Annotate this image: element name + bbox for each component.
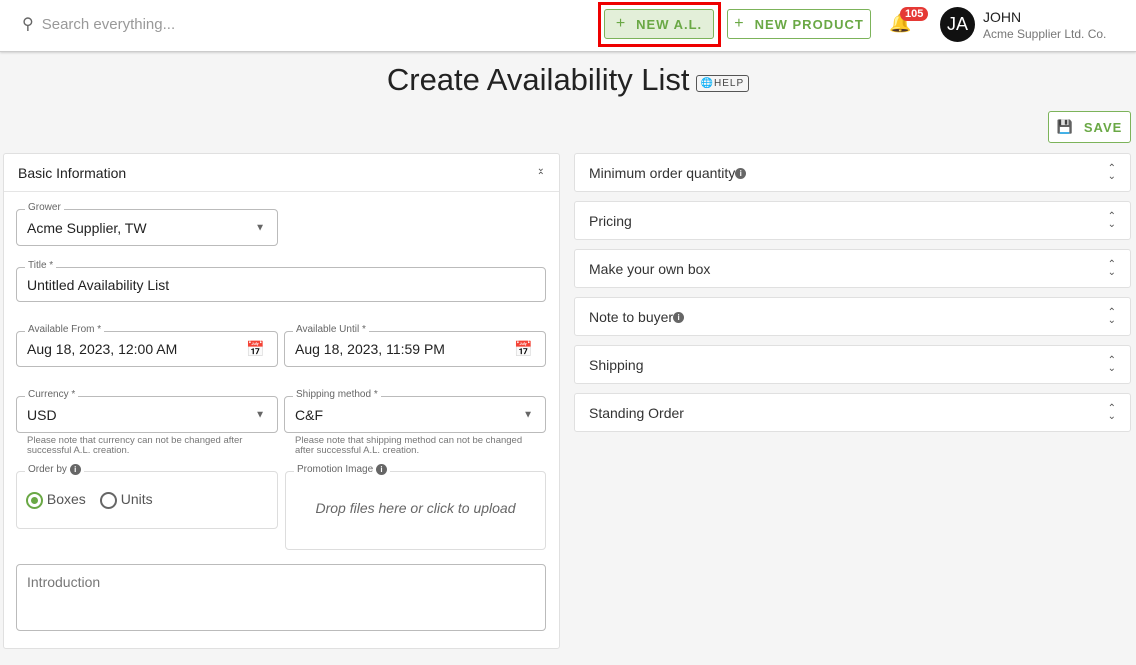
expand-icon: ⌃ ⌄ bbox=[1107, 258, 1116, 278]
calendar-icon[interactable]: 📅 bbox=[514, 341, 533, 358]
expand-icon: ⌃ ⌄ bbox=[1107, 354, 1116, 374]
currency-note: Please note that currency can not be cha… bbox=[27, 435, 243, 456]
notification-badge: 105 bbox=[900, 7, 929, 21]
grower-select[interactable]: Grower Acme Supplier, TW ▼ bbox=[16, 202, 278, 246]
radio-boxes[interactable]: Boxes bbox=[26, 491, 86, 509]
shipping-method-select[interactable]: Shipping method * C&F ▼ bbox=[284, 389, 546, 433]
save-icon: 💾 bbox=[1056, 119, 1074, 134]
currency-select[interactable]: Currency * USD ▼ bbox=[16, 389, 278, 433]
page-title: Create Availability List bbox=[386, 62, 690, 97]
highlight-box bbox=[598, 2, 721, 47]
available-from-input[interactable]: Available From * Aug 18, 2023, 12:00 AM 📅 bbox=[16, 324, 278, 367]
available-until-input[interactable]: Available Until * Aug 18, 2023, 11:59 PM 📅 bbox=[284, 324, 546, 367]
section-shipping[interactable]: Shipping ⌃ ⌄ bbox=[574, 345, 1131, 384]
info-icon[interactable]: i bbox=[375, 464, 387, 475]
shipping-note: Please note that shipping method can not… bbox=[295, 435, 523, 456]
expand-icon: ⌃ ⌄ bbox=[1107, 402, 1116, 422]
section-make-your-own-box[interactable]: Make your own box ⌃ ⌄ bbox=[574, 249, 1131, 288]
page-header: Create Availability List 🌐HELP bbox=[0, 62, 1136, 98]
info-icon[interactable]: i bbox=[673, 312, 685, 324]
promotion-image-dropzone[interactable]: Promotion Image i Drop files here or cli… bbox=[285, 464, 546, 550]
plus-icon: + bbox=[615, 15, 627, 32]
expand-icon: ⌃ ⌄ bbox=[1107, 162, 1116, 182]
save-button[interactable]: 💾 SAVE bbox=[1048, 111, 1131, 143]
plus-icon: + bbox=[734, 15, 745, 32]
search-input[interactable]: ⚲ Search everything... bbox=[22, 15, 176, 34]
section-standing-order[interactable]: Standing Order ⌃ ⌄ bbox=[574, 393, 1131, 432]
info-icon[interactable]: i bbox=[735, 168, 747, 180]
calendar-icon[interactable]: 📅 bbox=[246, 341, 265, 358]
basic-info-header[interactable]: Basic Information ⌄ ⌃ bbox=[4, 154, 559, 192]
radio-checked-icon bbox=[26, 491, 43, 509]
dropdown-icon: ▼ bbox=[255, 222, 265, 233]
help-button[interactable]: 🌐HELP bbox=[695, 74, 750, 92]
search-icon: ⚲ bbox=[22, 16, 34, 33]
user-info[interactable]: JOHN Acme Supplier Ltd. Co. bbox=[983, 9, 1107, 41]
dropdown-icon: ▼ bbox=[255, 409, 265, 420]
radio-units[interactable]: Units bbox=[99, 491, 153, 509]
new-product-button[interactable]: + NEW PRODUCT bbox=[727, 9, 871, 39]
section-minimum-order-quantity[interactable]: Minimum order quantity i ⌃ ⌄ bbox=[574, 153, 1131, 192]
section-pricing[interactable]: Pricing ⌃ ⌄ bbox=[574, 201, 1131, 240]
introduction-textarea[interactable]: Introduction bbox=[16, 564, 546, 631]
collapse-icon[interactable]: ⌄ ⌃ bbox=[536, 162, 545, 182]
section-note-to-buyer[interactable]: Note to buyer i ⌃ ⌄ bbox=[574, 297, 1131, 336]
new-al-button[interactable]: + NEW A.L. bbox=[604, 9, 714, 39]
radio-unchecked-icon bbox=[99, 491, 117, 509]
title-input[interactable]: Title * Untitled Availability List bbox=[16, 260, 546, 302]
expand-icon: ⌃ ⌄ bbox=[1107, 306, 1116, 326]
avatar[interactable]: JA bbox=[940, 7, 975, 42]
expand-icon: ⌃ ⌄ bbox=[1107, 210, 1116, 230]
order-by-group: Order by i Boxes Units bbox=[16, 464, 278, 529]
dropdown-icon: ▼ bbox=[523, 409, 533, 420]
info-icon[interactable]: i bbox=[69, 464, 81, 475]
